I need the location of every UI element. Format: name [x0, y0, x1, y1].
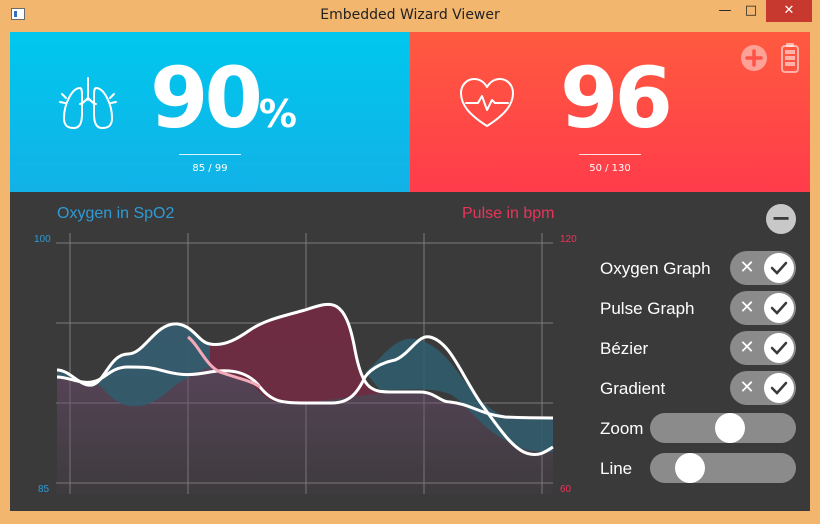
oxygen-band-right — [365, 338, 553, 452]
check-icon — [770, 261, 788, 275]
pulse-line — [56, 302, 554, 420]
check-icon — [770, 381, 788, 395]
line-slider-label: Line — [600, 459, 633, 478]
oxygen-axis-max: 100 — [34, 234, 51, 245]
oxygen-range: 85 / 99 — [192, 163, 228, 174]
zoom-slider-label: Zoom — [600, 419, 644, 438]
oxygen-graph-toggle[interactable]: ✕ — [730, 251, 796, 285]
pulse-axis-min: 60 — [560, 484, 572, 495]
gradient-toggle-label: Gradient — [600, 379, 666, 398]
title-bar: Embedded Wizard Viewer — □ ✕ — [0, 0, 820, 32]
pulse-graph-toggle[interactable]: ✕ — [730, 291, 796, 325]
bezier-toggle[interactable]: ✕ — [730, 331, 796, 365]
close-icon: ✕ — [739, 377, 755, 398]
pulse-line-highlight — [187, 335, 261, 389]
oxygen-graph-toggle-label: Oxygen Graph — [600, 259, 711, 278]
line-slider-thumb[interactable] — [675, 453, 705, 483]
check-icon — [770, 341, 788, 355]
bezier-toggle-label: Bézier — [600, 339, 649, 358]
close-icon: ✕ — [739, 337, 755, 358]
oxygen-graph-label: Oxygen in SpO2 — [57, 205, 175, 222]
pulse-axis-max: 120 — [560, 234, 577, 245]
oxygen-value-display: 90% — [150, 56, 297, 140]
close-icon: ✕ — [739, 257, 755, 278]
pulse-range: 50 / 130 — [589, 163, 631, 174]
toggle-knob — [764, 333, 794, 363]
oxygen-band — [57, 323, 210, 407]
oxygen-range-divider — [179, 154, 241, 155]
window-title: Embedded Wizard Viewer — [320, 7, 500, 23]
plus-circle-icon[interactable] — [740, 44, 768, 72]
oxygen-unit: % — [258, 92, 297, 136]
vital-signs-graph — [56, 233, 554, 494]
zoom-slider-thumb[interactable] — [715, 413, 745, 443]
pulse-graph-label: Pulse in bpm — [462, 205, 555, 222]
close-button[interactable]: ✕ — [766, 0, 812, 22]
app-content: 90% 85 / 99 96 50 / 130 Oxygen in SpO2 P… — [10, 32, 810, 511]
oxygen-axis-min: 85 — [38, 484, 50, 495]
oxygen-value: 90 — [150, 49, 263, 147]
pulse-graph-toggle-label: Pulse Graph — [600, 299, 695, 318]
minimize-button[interactable]: — — [718, 3, 732, 18]
oxygen-line — [56, 335, 554, 456]
line-slider[interactable] — [650, 453, 796, 483]
pulse-value: 96 — [560, 49, 673, 147]
pulse-band — [210, 304, 390, 403]
lungs-icon — [59, 77, 117, 129]
collapse-button[interactable]: − — [766, 204, 796, 234]
heart-pulse-icon — [460, 78, 514, 127]
app-icon — [11, 8, 25, 20]
pulse-value-display: 96 — [560, 56, 673, 140]
check-icon — [770, 301, 788, 315]
oxygen-panel: 90% 85 / 99 — [10, 32, 410, 192]
maximize-button[interactable]: □ — [744, 3, 758, 18]
pulse-range-divider — [579, 154, 641, 155]
battery-icon — [781, 43, 799, 73]
pulse-panel: 96 50 / 130 — [410, 32, 810, 192]
toggle-knob — [764, 373, 794, 403]
close-icon: ✕ — [739, 297, 755, 318]
gradient-toggle[interactable]: ✕ — [730, 371, 796, 405]
toggle-knob — [764, 253, 794, 283]
toggle-knob — [764, 293, 794, 323]
zoom-slider[interactable] — [650, 413, 796, 443]
